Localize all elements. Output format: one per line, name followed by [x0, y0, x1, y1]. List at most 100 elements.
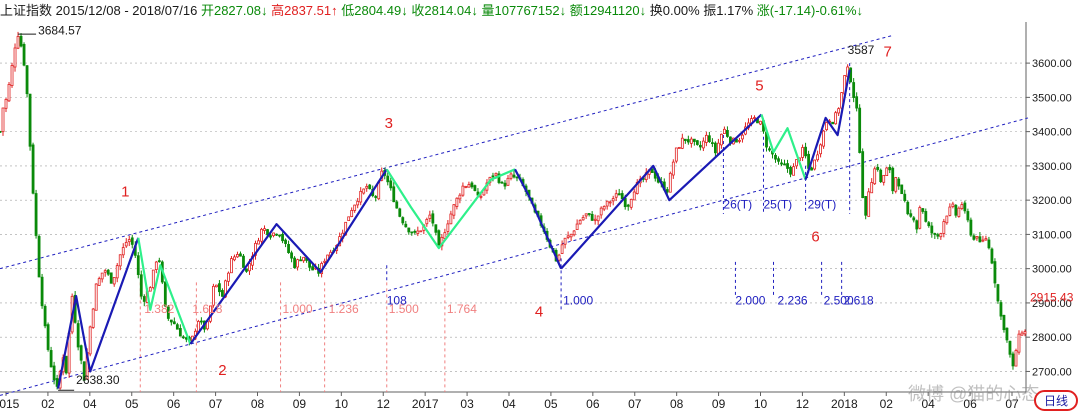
- candle-body: [753, 117, 756, 119]
- price-chart[interactable]: 2700.00 2800.00 2900.00 3000.00 3100.00 3200.…: [0, 22, 1084, 413]
- candle-body: [407, 227, 411, 233]
- candle-body: [350, 209, 354, 218]
- candle-body: [969, 219, 973, 236]
- candle-body: [942, 221, 946, 234]
- y-tick-label: 3100.00: [1032, 229, 1072, 241]
- date-range: 2015/12/08 - 2018/07/16: [55, 3, 198, 18]
- candle-body: [398, 208, 402, 217]
- chart-annotation: 1.000: [283, 302, 313, 316]
- candle-body: [954, 204, 958, 216]
- turnover-label: 换: [649, 3, 663, 18]
- candle-body: [49, 350, 53, 368]
- candle-body: [0, 131, 2, 133]
- candle-body: [43, 305, 47, 327]
- candle-body: [230, 258, 233, 274]
- x-tick-label: 08: [670, 397, 684, 411]
- index-name: 上证指数: [0, 3, 53, 18]
- close-label: 收: [411, 3, 425, 18]
- candle-body: [738, 140, 741, 142]
- period-button[interactable]: 日线: [1033, 390, 1078, 411]
- candle-body: [999, 302, 1003, 317]
- candle-body: [837, 108, 841, 114]
- candle-body: [172, 321, 176, 325]
- candle-body: [389, 180, 393, 189]
- candle-body: [410, 231, 414, 234]
- candle-body: [707, 135, 711, 142]
- change-label: 涨: [756, 3, 770, 18]
- chart-header: 上证指数 2015/12/08 - 2018/07/16 开2827.08↓ 高…: [0, 0, 1084, 22]
- candle-body: [106, 269, 110, 275]
- candle-body: [263, 228, 266, 231]
- candle-body: [804, 146, 807, 157]
- candle-body: [813, 159, 816, 170]
- change-value: (-17.14)-0.61%↓: [769, 3, 864, 18]
- x-tick-label: 07: [1005, 397, 1019, 411]
- candle-body: [981, 239, 985, 242]
- wave-label: 4: [535, 304, 543, 321]
- candle-body: [287, 244, 290, 254]
- wave-line: [804, 69, 851, 180]
- low-label: 低: [341, 3, 355, 18]
- candle-body: [1023, 331, 1027, 335]
- candle-body: [115, 265, 119, 279]
- candle-body: [34, 193, 38, 236]
- candle-body: [852, 82, 856, 98]
- candle-body: [578, 219, 582, 225]
- candle-body: [479, 195, 483, 198]
- candle-body: [632, 191, 636, 201]
- candle-body: [951, 203, 955, 207]
- candle-body: [822, 130, 826, 147]
- candle-body: [154, 261, 158, 270]
- candle-body: [452, 204, 456, 216]
- open-label: 开: [200, 3, 214, 18]
- candle-body: [91, 308, 95, 328]
- last-price-label: 2915.43: [1030, 291, 1074, 305]
- candle-body: [894, 177, 898, 192]
- candle-body: [683, 138, 687, 141]
- candle-body: [960, 204, 964, 209]
- candle-body: [870, 182, 874, 194]
- candle-body: [596, 215, 600, 222]
- candle-body: [302, 256, 305, 262]
- candle-body: [759, 120, 762, 125]
- candle-body: [927, 222, 931, 227]
- candle-body: [930, 225, 934, 234]
- candle-body: [777, 158, 780, 162]
- candle-body: [780, 162, 783, 165]
- candle-body: [16, 36, 20, 49]
- candle-body: [470, 182, 474, 188]
- chart-annotation: 1.236: [329, 302, 359, 316]
- candle-body: [124, 241, 128, 247]
- trend-channel-line: [0, 35, 892, 270]
- candle-body: [701, 140, 705, 149]
- candle-body: [245, 268, 248, 272]
- candle-body: [413, 230, 417, 233]
- chart-annotation: 1.764: [447, 302, 477, 316]
- candle-body: [284, 239, 287, 244]
- candle-body: [199, 320, 203, 323]
- chart-annotation: 3587: [848, 43, 875, 57]
- candle-body: [275, 233, 278, 236]
- candle-body: [686, 139, 690, 143]
- candle-body: [55, 378, 59, 387]
- candle-body: [689, 138, 693, 144]
- candle-body: [178, 328, 182, 337]
- candle-body: [212, 285, 215, 306]
- x-tick-label: 04: [83, 397, 97, 411]
- candle-body: [620, 193, 624, 200]
- candle-body: [801, 147, 804, 158]
- candle-body: [25, 65, 29, 95]
- candle-body: [900, 184, 904, 195]
- candle-body: [233, 256, 236, 261]
- candle-body: [774, 154, 777, 160]
- candle-body: [668, 172, 672, 193]
- candle-body: [40, 276, 44, 307]
- candle-body: [888, 166, 892, 171]
- candle-body: [449, 213, 453, 225]
- candle-body: [236, 254, 239, 258]
- x-tick-label: 07: [628, 397, 642, 411]
- chart-annotation: 1.000: [563, 294, 593, 308]
- candle-body: [103, 270, 107, 273]
- candle-body: [933, 233, 937, 235]
- candle-body: [458, 194, 462, 200]
